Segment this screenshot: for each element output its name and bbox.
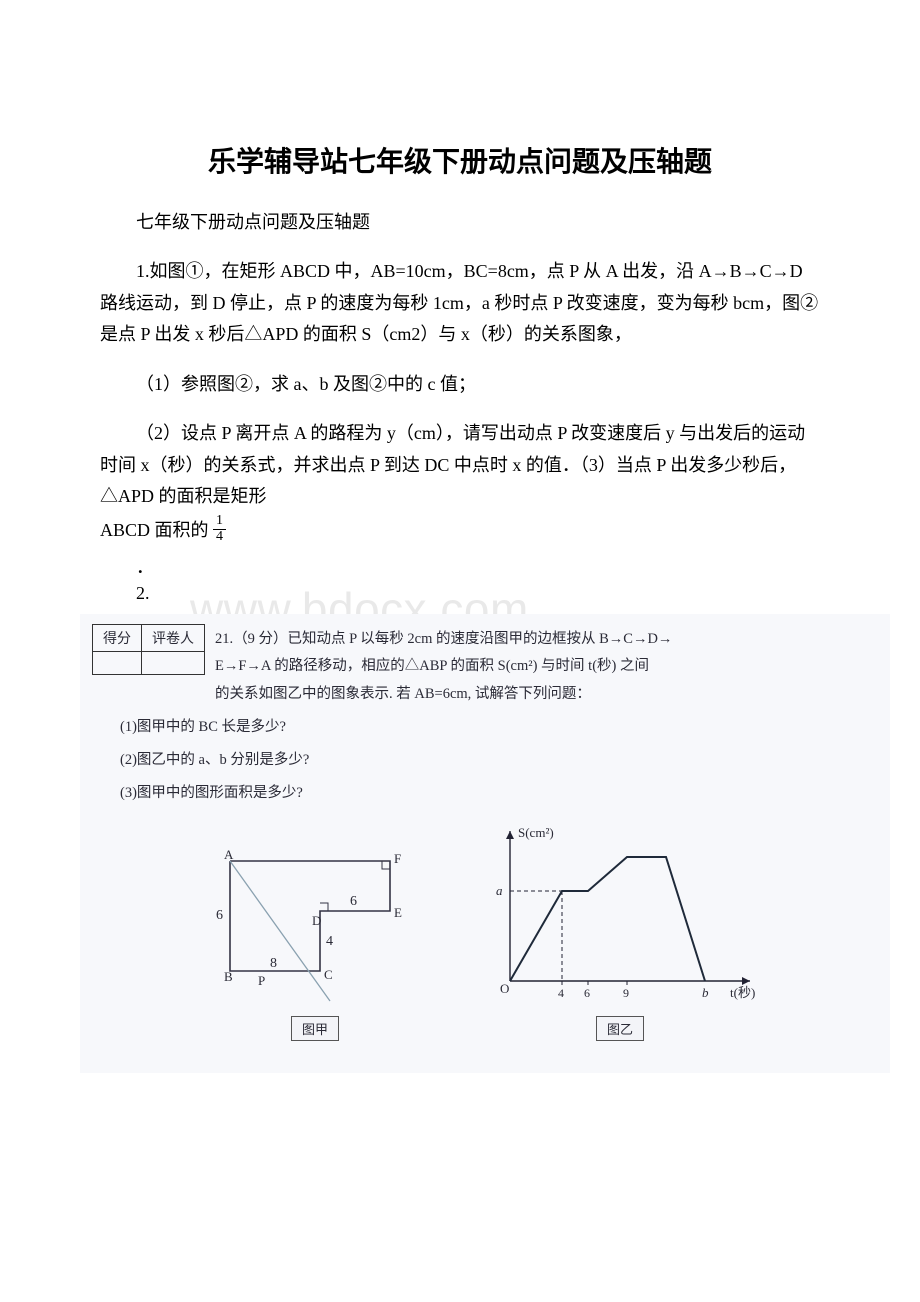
right-angle-mark [382,861,390,869]
x-label-b: b [702,985,709,1000]
score-cell-empty [93,651,142,674]
x-tick-label-4: 4 [558,986,564,1000]
x-axis-arrow-icon [742,977,750,985]
score-header-grader: 评卷人 [142,624,205,651]
scan-question-text: 21.（9 分）已知动点 P 以每秒 2cm 的速度沿图甲的边框按从 B→C→D… [215,624,878,709]
figure-1-svg: A F E D C B P 6 8 4 6 [200,841,430,1011]
figure-2-wrap: S(cm²) t(秒) O 4 6 9 b a 图乙 [470,821,770,1041]
y-axis-label: S(cm²) [518,825,554,840]
figure-1-wrap: A F E D C B P 6 8 4 6 图甲 [200,841,430,1041]
vertex-label-F: F [394,851,401,866]
x-axis-label: t(秒) [730,985,755,1000]
y-axis-arrow-icon [506,831,514,839]
figure-2-svg: S(cm²) t(秒) O 4 6 9 b a [470,821,770,1011]
figure-row: A F E D C B P 6 8 4 6 图甲 [92,821,878,1041]
scan-line: 21.（9 分）已知动点 P 以每秒 2cm 的速度沿图甲的边框按从 B→C→D… [215,626,878,654]
subtitle: 七年级下册动点问题及压轴题 [100,208,820,234]
scan-line: 的关系如图乙中的图象表示. 若 AB=6cm, 试解答下列问题： [215,681,878,709]
right-angle-mark [320,903,328,911]
fraction-one-quarter: 1 4 [213,514,226,544]
scan-line: E→F→A 的路径移动，相应的△ABP 的面积 S(cm²) 与时间 t(秒) … [215,653,878,681]
scan-subquestion-1: (1)图甲中的 BC 长是多少? [120,714,878,741]
x-tick-label-6: 6 [584,986,590,1000]
dim-BC: 8 [270,956,277,971]
origin-label: O [500,981,509,996]
figure-1-outline [230,861,390,971]
dim-EF-top: 6 [350,894,357,909]
fraction-denominator: 4 [213,530,226,545]
problem-1-stem: 1.如图①，在矩形 ABCD 中，AB=10cm，BC=8cm，点 P 从 A … [100,256,820,351]
problem-1-part1: （1）参照图②，求 a、b 及图②中的 c 值； [100,369,820,401]
problem-2-number: 2. [100,583,820,604]
vertex-label-D: D [312,913,321,928]
table-row: 得分 评卷人 [93,624,205,651]
figure-1-label: 图甲 [291,1016,339,1041]
scan-subquestion-2: (2)图乙中的 a、b 分别是多少? [120,747,878,774]
figure-2-label: 图乙 [596,1016,644,1041]
dim-DE: 4 [326,934,333,949]
score-header-score: 得分 [93,624,142,651]
sentence-period: ． [100,553,820,579]
score-table: 得分 评卷人 [92,624,205,675]
fraction-prefix: ABCD 面积的 [100,520,209,540]
point-label-P: P [258,973,265,988]
scan-top-row: 得分 评卷人 21.（9 分）已知动点 P 以每秒 2cm 的速度沿图甲的边框按… [92,624,878,709]
score-cell-empty [142,651,205,674]
vertex-label-B: B [224,969,233,984]
fraction-numerator: 1 [213,514,226,530]
dim-AB: 6 [216,908,223,923]
vertex-label-A: A [224,847,234,862]
x-tick-label-9: 9 [623,986,629,1000]
vertex-label-E: E [394,905,402,920]
table-row [93,651,205,674]
scanned-problem-block: 得分 评卷人 21.（9 分）已知动点 P 以每秒 2cm 的速度沿图甲的边框按… [80,614,890,1073]
page-title: 乐学辅导站七年级下册动点问题及压轴题 [100,140,820,180]
vertex-label-C: C [324,967,333,982]
y-label-a: a [496,883,503,898]
scan-subquestion-3: (3)图甲中的图形面积是多少? [120,780,878,807]
guide-line-AP [230,861,330,1001]
problem-1-part2: （2）设点 P 离开点 A 的路程为 y（cm），请写出动点 P 改变速度后 y… [100,418,820,513]
graph-polyline [510,857,705,981]
problem-1-fraction-line: ABCD 面积的 1 4 [100,515,820,547]
